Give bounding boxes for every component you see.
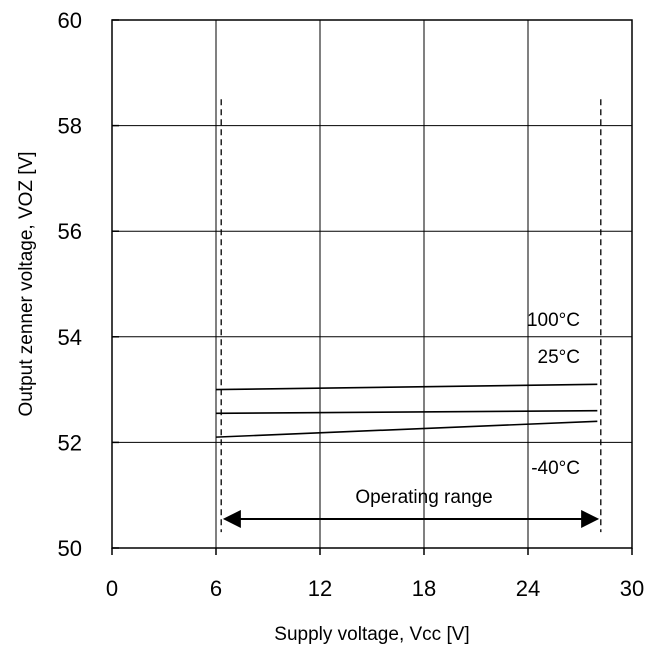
y-tick-label: 54: [58, 325, 82, 350]
y-tick-label: 52: [58, 430, 82, 455]
series-label: 25°C: [538, 347, 580, 368]
y-tick-label: 60: [58, 8, 82, 33]
x-tick-label: 24: [516, 576, 540, 601]
x-tick-label: 12: [308, 576, 332, 601]
series-group: [215, 383, 598, 438]
y-axis-title: Output zenner voltage, VOZ [V]: [16, 151, 37, 416]
y-tick-label: 56: [58, 219, 82, 244]
series-line: [215, 409, 598, 415]
operating-range-markers: [220, 99, 602, 533]
grid: [112, 20, 632, 548]
x-tick-label: 30: [620, 576, 644, 601]
x-tick-label: 18: [412, 576, 436, 601]
series-line: [215, 420, 598, 438]
annotations: 100°C 25°C -40°C Operating range: [222, 310, 600, 528]
series-label: 100°C: [527, 310, 580, 331]
y-tick-label: 58: [58, 114, 82, 139]
plot-frame: [111, 19, 633, 549]
operating-range-label: Operating range: [355, 487, 492, 508]
series-label: -40°C: [531, 458, 580, 479]
series-line: [215, 383, 598, 391]
x-axis-title: Supply voltage, Vcc [V]: [274, 624, 469, 645]
tick-labels: 0 6 12 18 24 30 50 52 54 56 58 60: [58, 8, 645, 601]
x-tick-label: 6: [210, 576, 222, 601]
y-tick-label: 50: [58, 536, 82, 561]
x-tick-label: 0: [106, 576, 118, 601]
